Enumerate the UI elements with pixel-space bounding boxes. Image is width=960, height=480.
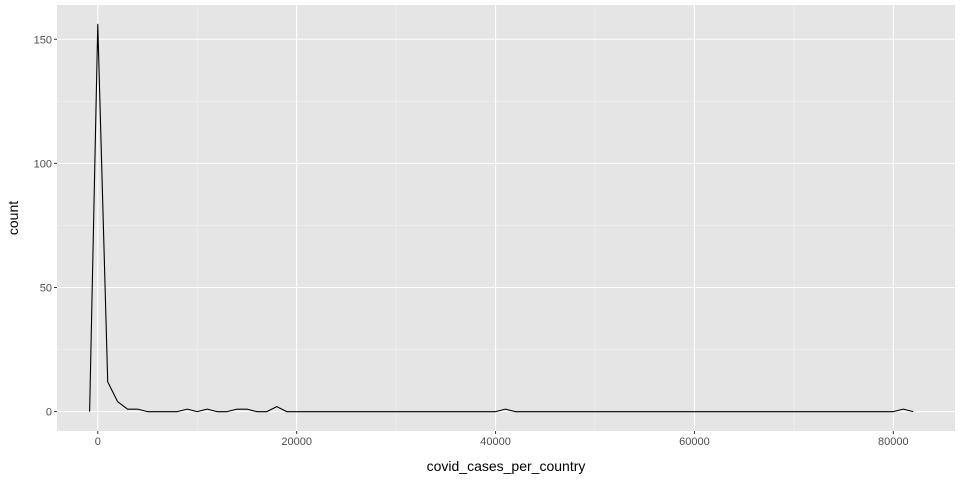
plot-panel — [57, 5, 955, 431]
y-tick-label: 150 — [34, 34, 52, 46]
series-line — [89, 23, 914, 413]
y-axis-title: count — [5, 201, 21, 235]
x-tick-label: 60000 — [679, 436, 710, 448]
minor-gridlines — [57, 5, 955, 431]
y-tick-label: 100 — [34, 158, 52, 170]
y-axis-ticks: 0 50 100 150 — [34, 34, 57, 419]
x-tick-label: 80000 — [878, 436, 909, 448]
x-axis-title: covid_cases_per_country — [427, 458, 586, 474]
x-tick-label: 40000 — [480, 436, 511, 448]
x-axis-ticks: 0 20000 40000 60000 80000 — [95, 431, 909, 448]
y-tick-label: 50 — [40, 283, 52, 295]
x-tick-label: 0 — [95, 436, 101, 448]
y-tick-label: 0 — [46, 407, 52, 419]
x-tick-label: 20000 — [281, 436, 312, 448]
